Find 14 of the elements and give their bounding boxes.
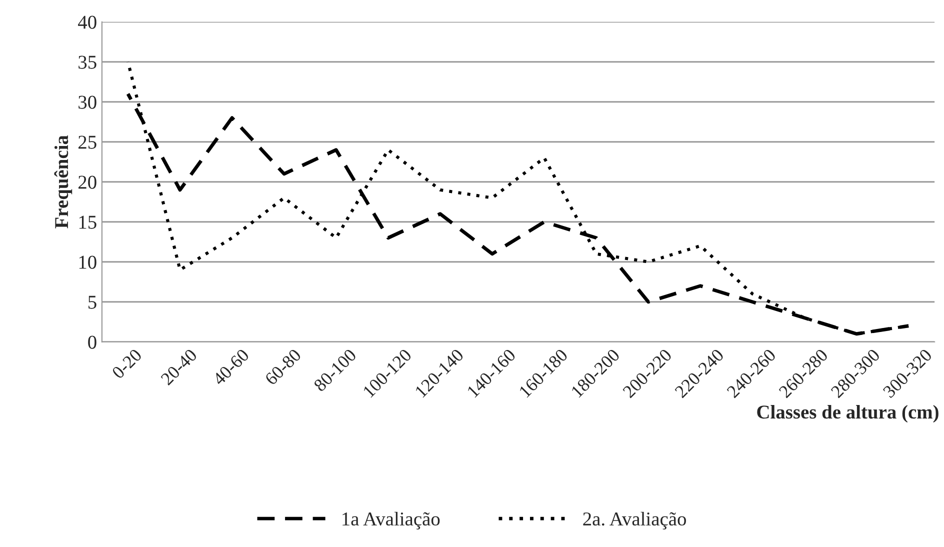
y-tick-label: 5 <box>88 296 96 309</box>
y-tick-label: 35 <box>78 56 96 69</box>
legend-label: 2a. Avaliação <box>583 512 686 530</box>
x-tick-label: 0-20 <box>111 348 142 380</box>
y-axis-title: Frequência <box>54 135 72 228</box>
y-tick-label: 40 <box>78 16 96 29</box>
y-tick-label: 10 <box>79 256 96 269</box>
y-tick-label: 15 <box>79 216 96 229</box>
legend-label: 1a Avaliação <box>342 512 440 530</box>
y-tick-label: 25 <box>78 136 96 149</box>
x-axis-title: Classes de altura (cm) <box>757 404 938 423</box>
y-tick-label: 20 <box>78 176 96 189</box>
y-tick-label: 30 <box>78 96 96 109</box>
y-tick-label: 0 <box>88 336 96 349</box>
